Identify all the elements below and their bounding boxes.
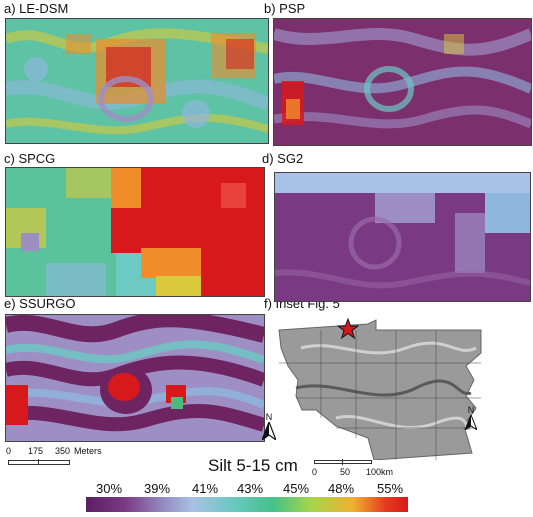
legend-tick-3: 43% bbox=[236, 481, 264, 496]
legend-tick-1: 39% bbox=[143, 481, 171, 496]
scalebar-inset-label-0: 0 bbox=[312, 467, 318, 477]
panel-label-d: d) SG2 bbox=[262, 151, 304, 166]
north-arrow-inset: N bbox=[463, 405, 479, 432]
map-panel-psp bbox=[273, 18, 532, 146]
north-label-inset: N bbox=[467, 405, 475, 415]
map-panel-le-dsm bbox=[5, 18, 269, 144]
scalebar-main-label-0: 0 bbox=[6, 446, 12, 456]
scalebar-main-unit: Meters bbox=[74, 446, 102, 456]
legend-title: Silt 5-15 cm bbox=[208, 456, 298, 475]
scalebar-inset-unit: km bbox=[381, 467, 393, 477]
location-star-icon bbox=[337, 318, 359, 340]
scalebar-main-bar bbox=[8, 459, 70, 465]
inset-map-montana bbox=[276, 318, 508, 461]
panel-label-b: b) PSP bbox=[264, 1, 306, 16]
map-panel-ssurgo bbox=[5, 314, 265, 442]
scalebar-inset-label-2: 100 bbox=[366, 467, 382, 477]
map-panel-spcg bbox=[5, 167, 265, 297]
legend-color-ramp bbox=[86, 497, 408, 512]
panel-label-c: c) SPCG bbox=[4, 151, 56, 166]
scalebar-inset-label-1: 50 bbox=[340, 467, 351, 477]
scalebar-inset-bar bbox=[314, 459, 372, 465]
panel-label-e: e) SSURGO bbox=[4, 296, 76, 311]
legend-tick-0: 30% bbox=[95, 481, 123, 496]
north-arrow-icon bbox=[260, 420, 278, 442]
panel-label-a: a) LE-DSM bbox=[4, 1, 69, 16]
legend-tick-2: 41% bbox=[191, 481, 219, 496]
legend-tick-4: 45% bbox=[282, 481, 310, 496]
north-arrow-main: N bbox=[260, 412, 278, 442]
legend-tick-5: 48% bbox=[327, 481, 355, 496]
legend-tick-6: 55% bbox=[376, 481, 404, 496]
scalebar-main-label-1: 175 bbox=[28, 446, 44, 456]
north-arrow-inset-icon bbox=[463, 413, 479, 432]
map-panel-sg2 bbox=[274, 172, 531, 302]
scalebar-main-label-2: 350 bbox=[55, 446, 71, 456]
north-label: N bbox=[265, 412, 273, 422]
